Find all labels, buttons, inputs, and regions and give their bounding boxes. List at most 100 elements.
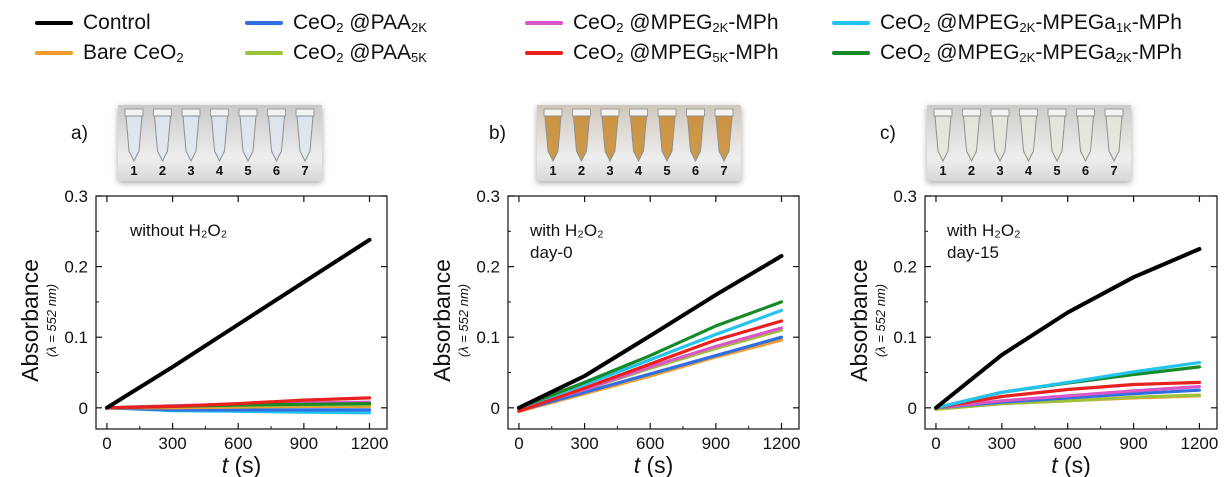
- plot-frame: [95, 195, 388, 430]
- tube: 7: [714, 108, 734, 178]
- y-tick-label: 0.3: [476, 187, 500, 206]
- x-tick-label: 0: [514, 434, 523, 453]
- series-line-paa2k: [517, 335, 784, 413]
- x-tick-label: 300: [988, 434, 1016, 453]
- y-tick-label: 0.2: [64, 258, 88, 277]
- legend-swatch: [245, 21, 283, 25]
- legend-swatch: [35, 51, 73, 55]
- plot-frame: [507, 195, 800, 430]
- plot-frame: [924, 195, 1218, 430]
- tube: 1: [124, 108, 144, 178]
- chart-panel-1: 0 300 600 900 1200 0 0.1 0.2 0.3 t (s) Absorbance(…: [17, 187, 388, 477]
- x-tick-label: 0: [102, 434, 111, 453]
- y-tick-label: 0.3: [893, 187, 917, 206]
- legend-label: CeO2 @MPEG2K-MPEGa1K-MPh: [880, 11, 1182, 35]
- tube-number: 5: [244, 163, 251, 178]
- tube-number: 6: [273, 163, 280, 178]
- x-tick-label: 300: [570, 434, 598, 453]
- sample-photo: 1 2 3 4 5 6 7: [537, 105, 741, 181]
- tube-number: 1: [130, 163, 137, 178]
- legend-item-mpeg5k: CeO2 @MPEG5K-MPh: [525, 40, 779, 66]
- tube-number: 3: [187, 163, 194, 178]
- tube-number: 3: [606, 163, 613, 178]
- x-tick-label: 1200: [351, 434, 389, 453]
- x-axis-label: t (s): [1051, 452, 1091, 477]
- legend-swatch: [525, 51, 563, 55]
- tube: 3: [600, 108, 620, 178]
- panel-label: a): [71, 123, 88, 144]
- y-axis-sublabel: (λ = 552 nm): [456, 284, 471, 357]
- tube: 2: [153, 108, 172, 178]
- x-tick-label: 900: [702, 434, 730, 453]
- tube-number: 7: [1110, 163, 1117, 178]
- legend-label: CeO2 @MPEG2K-MPEGa2K-MPh: [880, 41, 1182, 65]
- sample-photo: 1 2 3 4 5 6 7: [927, 105, 1131, 181]
- annotation-text: with H₂O₂: [946, 221, 1021, 240]
- y-axis-label: Absorbance: [429, 259, 455, 382]
- tube-number: 4: [635, 163, 643, 178]
- panel-label: b): [489, 123, 506, 144]
- tube: 7: [295, 108, 315, 178]
- x-tick-label: 600: [636, 434, 664, 453]
- x-tick-label: 600: [1054, 434, 1082, 453]
- tube-number: 1: [549, 163, 556, 178]
- series-line-mpeg2k: [934, 385, 1202, 410]
- tube-number: 2: [578, 163, 585, 178]
- annotation-text: with H₂O₂: [529, 221, 604, 240]
- legend-swatch: [525, 21, 563, 25]
- tube: 5: [1047, 108, 1067, 178]
- chart-panel-3: 0 300 600 900 1200 0 0.1 0.2 0.3 t (s) Absorbance(…: [846, 187, 1218, 477]
- legend-label: CeO2 @PAA5K: [293, 41, 427, 65]
- x-tick-label: 0: [931, 434, 940, 453]
- series-line-mpeg5k: [105, 396, 372, 410]
- panel-label: c): [880, 123, 896, 144]
- legend-label: CeO2 @PAA2K: [293, 11, 427, 35]
- x-tick-label: 600: [224, 434, 252, 453]
- legend-swatch: [245, 51, 283, 55]
- legend: Control Bare CeO2 CeO2 @PAA2K CeO2 @PAA5K Ce…: [0, 0, 1232, 80]
- tube: 1: [933, 108, 953, 178]
- tube: 4: [210, 108, 229, 178]
- legend-swatch: [35, 21, 73, 25]
- x-tick-label: 300: [158, 434, 186, 453]
- y-tick-label: 0: [79, 399, 88, 418]
- tube: 5: [657, 108, 677, 178]
- x-tick-label: 900: [1119, 434, 1147, 453]
- y-axis-sublabel: (λ = 552 nm): [44, 284, 59, 357]
- tube: 4: [1019, 108, 1038, 178]
- series-line-mpeg5k: [517, 319, 784, 413]
- legend-label: CeO2 @MPEG5K-MPh: [573, 41, 779, 65]
- y-tick-label: 0: [908, 399, 917, 418]
- legend-item-mpeg2k: CeO2 @MPEG2K-MPh: [525, 10, 779, 36]
- tube-number: 7: [301, 163, 308, 178]
- series-line-control: [516, 254, 784, 410]
- y-axis-sublabel: (λ = 552 nm): [873, 284, 888, 357]
- tube-number: 5: [663, 163, 670, 178]
- legend-item-mpega1k: CeO2 @MPEG2K-MPEGa1K-MPh: [832, 10, 1182, 36]
- y-axis-label: Absorbance: [846, 259, 872, 382]
- x-tick-label: 1200: [1181, 434, 1219, 453]
- y-tick-label: 0.1: [64, 328, 88, 347]
- tube: 6: [1076, 108, 1095, 178]
- tube-number: 6: [692, 163, 699, 178]
- tube: 4: [629, 108, 648, 178]
- tube-number: 7: [720, 163, 727, 178]
- y-tick-label: 0.2: [476, 258, 500, 277]
- tube-number: 4: [1025, 163, 1033, 178]
- legend-item-mpega2k: CeO2 @MPEG2K-MPEGa2K-MPh: [832, 40, 1182, 66]
- series-line-mpega1k: [934, 361, 1202, 410]
- annotation-text: without H₂O₂: [129, 221, 227, 240]
- tube: 3: [990, 108, 1010, 178]
- tube: 7: [1104, 108, 1124, 178]
- y-tick-label: 0.3: [64, 187, 88, 206]
- tube-number: 5: [1053, 163, 1060, 178]
- tube: 6: [686, 108, 705, 178]
- legend-swatch: [832, 21, 870, 25]
- sample-photo: 1 2 3 4 5 6 7: [118, 105, 322, 181]
- tube: 5: [238, 108, 258, 178]
- legend-item-control: Control: [35, 10, 151, 36]
- x-axis-label: t (s): [222, 452, 262, 477]
- tube-number: 1: [939, 163, 946, 178]
- tube-number: 2: [968, 163, 975, 178]
